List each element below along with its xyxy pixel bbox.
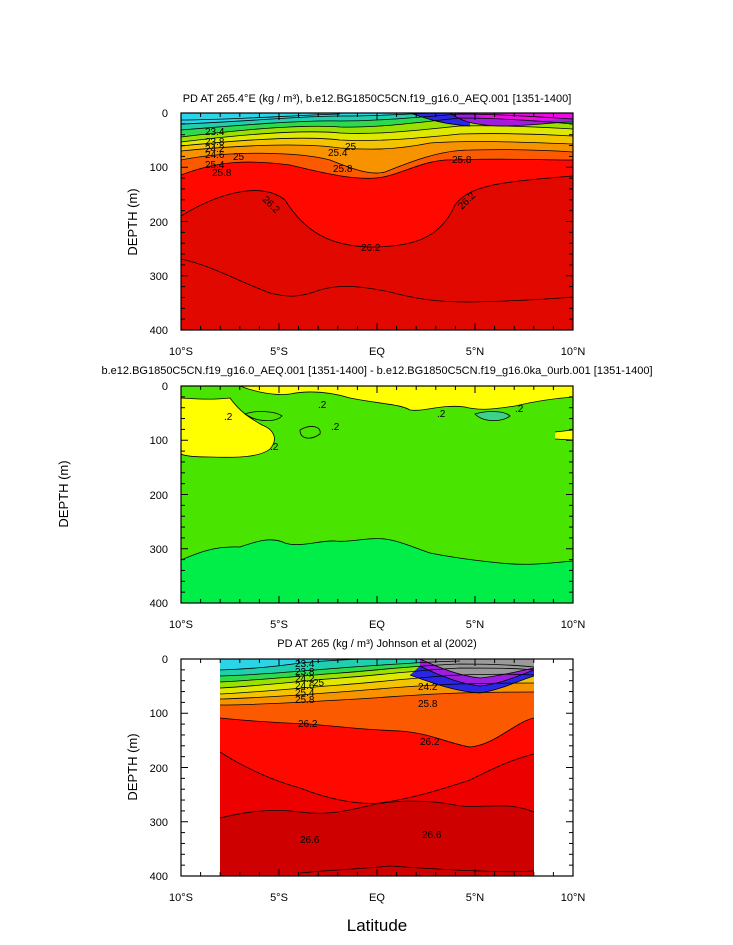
contour-label: .2 bbox=[437, 409, 446, 420]
y-tick-label: 200 bbox=[150, 217, 168, 229]
x-tick-label: 5°S bbox=[270, 892, 288, 904]
contour-label: 25.4 bbox=[205, 160, 225, 171]
p2-mid-green bbox=[181, 386, 573, 565]
x-tick-label: 10°S bbox=[169, 892, 193, 904]
x-tick-label: 10°N bbox=[561, 346, 586, 358]
panel-1-field bbox=[181, 113, 573, 330]
panel-1-axes bbox=[180, 112, 574, 331]
p3-cap-purple bbox=[420, 659, 534, 686]
contour-label: 26.6 bbox=[300, 835, 320, 846]
panel-2-ylabel: DEPTH (m) bbox=[56, 460, 71, 527]
panel-3-ylabel: DEPTH (m) bbox=[125, 733, 140, 800]
contour-label: 26.2 bbox=[298, 719, 318, 730]
x-tick-label: 5°S bbox=[270, 346, 288, 358]
panel-2: b.e12.BG1850C5CN.f19_g16.0_AEQ.001 [1351… bbox=[56, 365, 653, 631]
p2-green-blob-2 bbox=[300, 426, 321, 439]
y-tick-label: 0 bbox=[162, 654, 168, 666]
contour-label: 24.2 bbox=[205, 144, 225, 155]
x-tick-label: 10°S bbox=[169, 346, 193, 358]
x-tick-label: 5°S bbox=[270, 619, 288, 631]
contour-label: 24.6 bbox=[205, 150, 225, 161]
contour-label: 23.8 bbox=[295, 667, 315, 678]
p2-yellow-right bbox=[555, 430, 573, 440]
contour-label: 25.4 bbox=[328, 148, 348, 159]
contour-label: .2 bbox=[224, 412, 233, 423]
contour-label: 23.4 bbox=[295, 659, 315, 670]
contour-label: 23.8 bbox=[205, 137, 225, 148]
x-tick-label: EQ bbox=[369, 619, 385, 631]
contour-label: 25.8 bbox=[295, 695, 315, 706]
contour-label: 25.8 bbox=[452, 155, 472, 166]
y-tick-label: 0 bbox=[162, 381, 168, 393]
y-tick-label: 100 bbox=[150, 435, 168, 447]
y-tick-label: 300 bbox=[150, 817, 168, 829]
contour-label: 26.2 bbox=[420, 737, 440, 748]
contour-label: 25.8 bbox=[418, 699, 438, 710]
x-axis-label: Latitude bbox=[347, 916, 408, 935]
y-tick-label: 200 bbox=[150, 763, 168, 775]
x-tick-label: 5°N bbox=[466, 619, 485, 631]
panel-2-contour-labels: .2 .2 .2 .2 .2 .2 bbox=[224, 400, 524, 453]
y-tick-label: 400 bbox=[150, 871, 168, 883]
contour-label: .2 bbox=[331, 422, 340, 433]
contour-label: 26.6 bbox=[422, 830, 442, 841]
panel-2-ticklabels: 10°S 5°S EQ 5°N 10°N 0 100 200 300 400 bbox=[150, 381, 586, 631]
contour-label: 25.4 bbox=[295, 688, 315, 699]
contour-label: 25 bbox=[345, 142, 357, 153]
contour-label: 25.8 bbox=[212, 168, 232, 179]
x-tick-label: 5°N bbox=[466, 346, 485, 358]
panel-2-axes bbox=[180, 385, 574, 604]
x-tick-label: 10°N bbox=[561, 892, 586, 904]
panel-3: PD AT 265 (kg / m³) Johnson et al (2002) bbox=[125, 638, 585, 904]
contour-label: .2 bbox=[318, 400, 327, 411]
contour-label: 25 bbox=[233, 152, 245, 163]
y-tick-label: 0 bbox=[162, 108, 168, 120]
panel-1-ylabel: DEPTH (m) bbox=[125, 188, 140, 255]
y-tick-label: 400 bbox=[150, 325, 168, 337]
x-tick-label: 5°N bbox=[466, 892, 485, 904]
panel-2-title: b.e12.BG1850C5CN.f19_g16.0_AEQ.001 [1351… bbox=[101, 365, 652, 377]
y-tick-label: 100 bbox=[150, 708, 168, 720]
panel-3-axes bbox=[180, 658, 574, 877]
x-tick-label: 10°N bbox=[561, 619, 586, 631]
x-tick-label: EQ bbox=[369, 892, 385, 904]
panel-1-title: PD AT 265.4°E (kg / m³), b.e12.BG1850C5C… bbox=[183, 93, 572, 105]
y-tick-label: 200 bbox=[150, 490, 168, 502]
contour-label: .2 bbox=[515, 404, 524, 415]
panel-1: PD AT 265.4°E (kg / m³), b.e12.BG1850C5C… bbox=[125, 93, 585, 358]
contour-label: 25 bbox=[313, 678, 325, 689]
contour-label: .2 bbox=[270, 442, 279, 453]
contour-label: 23.4 bbox=[205, 127, 225, 138]
p2-lagoon bbox=[475, 411, 510, 421]
contour-label: 24.2 bbox=[295, 674, 315, 685]
panel-3-title: PD AT 265 (kg / m³) Johnson et al (2002) bbox=[277, 638, 477, 650]
y-tick-label: 100 bbox=[150, 162, 168, 174]
contour-label: 26.2 bbox=[361, 243, 381, 254]
p1-band-23 bbox=[181, 113, 430, 124]
y-tick-label: 300 bbox=[150, 544, 168, 556]
contour-label: 25.8 bbox=[333, 164, 353, 175]
contour-label: 24.6 bbox=[295, 681, 315, 692]
p3-band-23 bbox=[220, 659, 360, 670]
panel-3-ticklabels: 10°S 5°S EQ 5°N 10°N 0 100 200 300 400 bbox=[150, 654, 586, 904]
y-tick-label: 300 bbox=[150, 271, 168, 283]
panel-3-contour-labels: 23.4 23.8 24.2 24.6 25 25.4 25.8 26.2 26… bbox=[295, 659, 442, 846]
y-tick-label: 400 bbox=[150, 598, 168, 610]
p3-cap-gray bbox=[420, 659, 534, 678]
x-tick-label: EQ bbox=[369, 346, 385, 358]
p2-yellow-top bbox=[240, 386, 573, 411]
p3-cap-blue bbox=[410, 666, 534, 693]
panel-2-field bbox=[181, 386, 573, 603]
p2-yellow bbox=[181, 386, 275, 458]
panel-3-field bbox=[220, 659, 534, 876]
panel-1-ticklabels: 10°S 5°S EQ 5°N 10°N 0 100 200 300 400 bbox=[150, 108, 586, 358]
contour-label: 24.2 bbox=[418, 682, 438, 693]
x-tick-label: 10°S bbox=[169, 619, 193, 631]
